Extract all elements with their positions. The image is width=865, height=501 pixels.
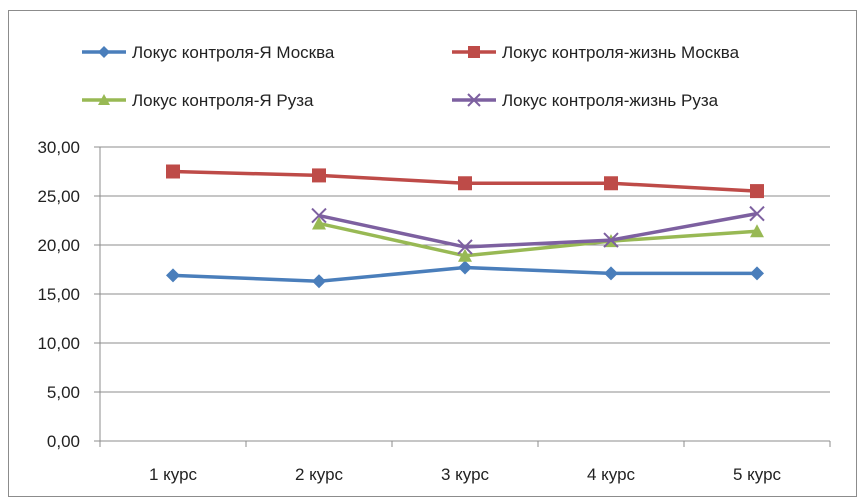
data-point-series-3 — [750, 224, 764, 238]
data-point-series-3 — [312, 216, 326, 230]
data-point-series-1 — [166, 268, 180, 283]
legend-marker-1 — [98, 46, 110, 58]
series-line-3 — [318, 221, 758, 258]
y-tick-label: 25,00 — [37, 187, 80, 206]
x-tick-label: 1 курс — [149, 465, 198, 484]
data-point-series-2 — [750, 184, 764, 199]
y-tick-label: 5,00 — [47, 383, 80, 402]
legend-label-2: Локус контроля-жизнь Москва — [502, 43, 740, 62]
y-tick-label: 15,00 — [37, 285, 80, 304]
y-tick-label: 30,00 — [37, 138, 80, 157]
x-tick-label: 4 курс — [587, 465, 636, 484]
data-point-series-3 — [458, 248, 472, 262]
legend-label-3: Локус контроля-Я Руза — [132, 91, 314, 110]
x-tick-label: 5 курс — [733, 465, 782, 484]
y-tick-label: 0,00 — [47, 432, 80, 451]
data-point-series-4 — [749, 205, 765, 222]
data-point-series-2 — [458, 176, 472, 191]
legend-marker-4 — [467, 93, 481, 107]
data-point-series-2 — [312, 168, 326, 183]
data-point-series-2 — [604, 176, 618, 191]
data-point-series-1 — [312, 274, 326, 289]
data-point-series-4 — [457, 239, 473, 255]
x-tick-label: 2 курс — [295, 465, 344, 484]
legend-marker-3 — [98, 94, 110, 105]
legend-label-4: Локус контроля-жизнь Руза — [502, 91, 719, 110]
legend-marker-2 — [468, 46, 480, 58]
legend-label-1: Локус контроля-Я Москва — [132, 43, 335, 62]
y-tick-label: 20,00 — [37, 236, 80, 255]
data-point-series-2 — [166, 164, 180, 179]
data-point-series-1 — [458, 260, 472, 275]
x-tick-label: 3 курс — [441, 465, 490, 484]
data-point-series-1 — [750, 266, 764, 281]
data-point-series-4 — [311, 207, 327, 224]
series-line-4 — [318, 211, 758, 249]
data-point-series-4 — [603, 232, 619, 248]
chart-area — [8, 10, 857, 497]
y-tick-label: 10,00 — [37, 334, 80, 353]
data-point-series-1 — [604, 266, 618, 281]
